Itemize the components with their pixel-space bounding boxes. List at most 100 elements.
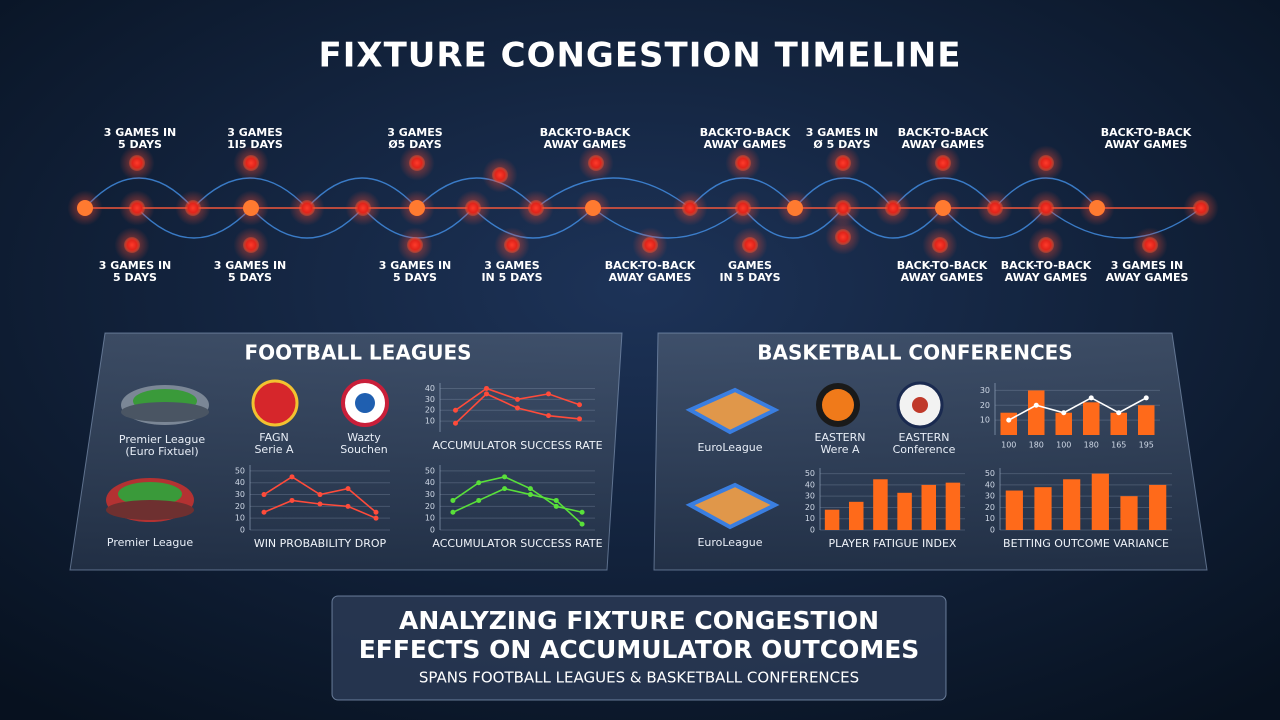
bar (824, 509, 840, 530)
timeline-node (1193, 200, 1209, 216)
footer-heading: EFFECTS ON ACCUMULATOR OUTCOMES (359, 635, 920, 664)
line-point (484, 385, 489, 391)
timeline-node (407, 237, 423, 253)
timeline-label: AWAY GAMES (902, 138, 985, 151)
timeline-label: IN 5 DAYS (719, 271, 780, 284)
bar (945, 482, 961, 530)
league-logo (816, 383, 860, 427)
bar (849, 501, 864, 530)
y-tick-label: 20 (425, 406, 435, 415)
line-point (450, 497, 456, 503)
timeline-node (129, 155, 145, 171)
timeline-label: AWAY GAMES (1105, 138, 1188, 151)
timeline-label: BACK-TO-BACK (1101, 126, 1192, 139)
y-tick-label: 50 (235, 466, 245, 475)
timeline-label: 3 GAMES IN (214, 259, 287, 272)
bar (1034, 487, 1052, 530)
chart-title: PLAYER FATIGUE INDEX (829, 537, 957, 550)
line-point (317, 501, 323, 507)
x-tick-label: 180 (1029, 441, 1044, 450)
timeline-node (129, 200, 145, 216)
y-tick-label: 20 (805, 503, 815, 512)
line-point (515, 405, 520, 411)
timeline-label: BACK-TO-BACK (897, 259, 988, 272)
timeline-label: AWAY GAMES (1106, 271, 1189, 284)
y-tick-label: 30 (425, 490, 435, 499)
timeline-label: 5 DAYS (113, 271, 157, 284)
y-tick-label: 30 (805, 492, 815, 501)
y-tick-label: 20 (235, 502, 245, 511)
footer-subtitle: SPANS FOOTBALL LEAGUES & BASKETBALL CONF… (419, 669, 859, 687)
line-series (452, 475, 583, 514)
timeline-label: AWAY GAMES (544, 138, 627, 151)
icon-label: Conference (893, 443, 956, 456)
bar (1063, 479, 1081, 530)
y-tick-label: 30 (980, 386, 990, 395)
icon-label: (Euro Fixtuel) (125, 445, 198, 458)
line-point (261, 492, 267, 498)
court-icon (685, 387, 780, 435)
y-tick-label: 20 (980, 401, 990, 410)
timeline-arc (1045, 207, 1202, 239)
timeline-node (835, 155, 851, 171)
icon-label: EASTERN (899, 431, 950, 444)
timeline-node (585, 200, 601, 216)
bar (873, 479, 888, 530)
timeline-node (885, 200, 901, 216)
bar (921, 484, 936, 530)
timeline-label: BACK-TO-BACK (540, 126, 631, 139)
stadium-icon (106, 478, 194, 522)
timeline-label: Ø5 DAYS (388, 138, 441, 151)
line-point (553, 497, 559, 503)
line-series (1008, 396, 1147, 421)
timeline-node (243, 155, 259, 171)
y-tick-label: 0 (810, 526, 815, 535)
y-tick-label: 10 (235, 514, 245, 523)
court-icon (685, 482, 780, 530)
timeline-node (735, 155, 751, 171)
line-point (476, 497, 482, 503)
chart-title: ACCUMULATOR SUCCESS RATE (432, 537, 602, 550)
line-series (452, 487, 583, 525)
timeline-arc (472, 207, 594, 239)
timeline-node (77, 200, 93, 216)
timeline-arc (136, 207, 252, 239)
timeline-node (409, 200, 425, 216)
bar (1091, 473, 1109, 530)
timeline-node (987, 200, 1003, 216)
line-point (345, 503, 351, 509)
title: FIXTURE CONGESTION TIMELINE (318, 36, 961, 76)
line-point (476, 480, 482, 486)
timeline-node (642, 237, 658, 253)
icon-label: Wazty (347, 431, 381, 444)
panel-title: BASKETBALL CONFERENCES (757, 341, 1072, 365)
timeline-node (835, 229, 851, 245)
timeline-node (835, 200, 851, 216)
line-point (1061, 410, 1067, 416)
timeline-label: 3 GAMES IN (99, 259, 172, 272)
line-point (502, 474, 508, 480)
x-tick-label: 180 (1084, 441, 1099, 450)
timeline-node (492, 167, 508, 183)
line-point (317, 492, 323, 498)
timeline-node (504, 237, 520, 253)
timeline-node (787, 200, 803, 216)
y-tick-label: 0 (430, 526, 435, 535)
timeline-node (935, 155, 951, 171)
timeline-arc (535, 177, 691, 209)
y-tick-label: 20 (425, 502, 435, 511)
y-tick-label: 10 (805, 514, 815, 523)
line-point (453, 420, 458, 426)
chart-title: BETTING OUTCOME VARIANCE (1003, 537, 1169, 550)
bar (1055, 412, 1072, 435)
timeline-node (1038, 155, 1054, 171)
icon-label: Premier League (107, 536, 193, 549)
line-point (453, 407, 458, 413)
timeline-node (528, 200, 544, 216)
timeline-label: 3 GAMES (387, 126, 442, 139)
footer-box (331, 595, 947, 701)
timeline-label: 1I5 DAYS (227, 138, 283, 151)
timeline-node (185, 200, 201, 216)
